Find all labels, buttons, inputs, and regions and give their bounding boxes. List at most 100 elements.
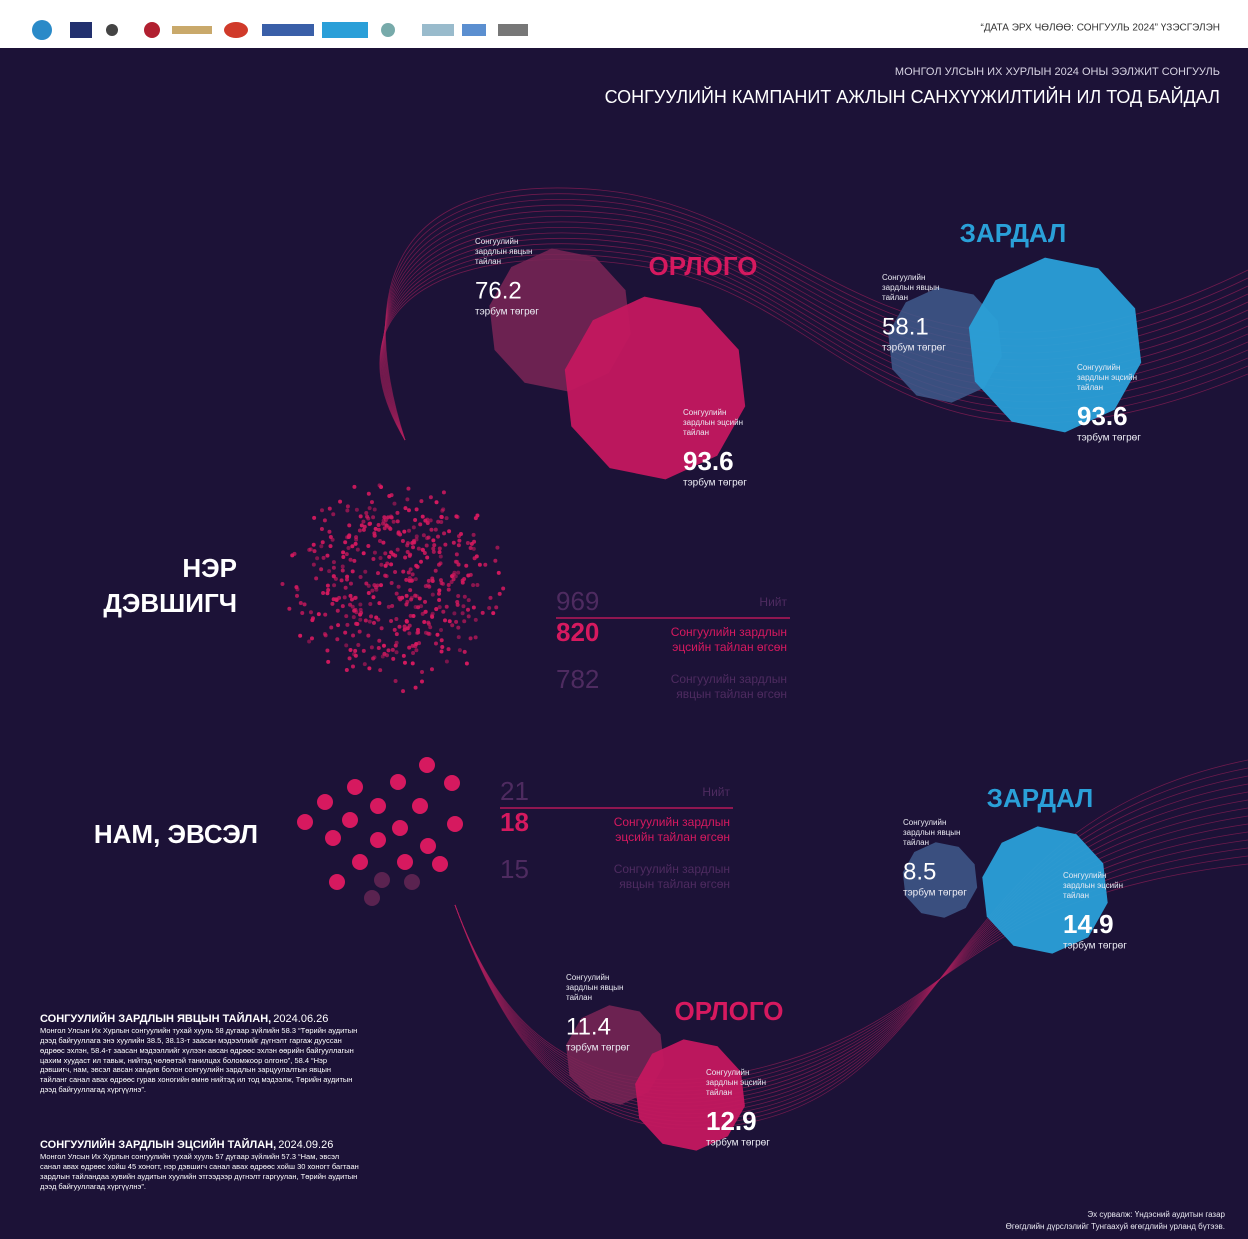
dot	[431, 579, 435, 583]
dot	[416, 565, 420, 569]
dot	[352, 559, 356, 563]
dot	[385, 574, 389, 578]
dot	[467, 598, 471, 602]
label: Сонгуулийн	[706, 1068, 749, 1077]
dot	[332, 560, 336, 564]
dot	[359, 514, 363, 518]
label: Сонгуулийн	[566, 973, 609, 982]
dot	[443, 618, 447, 622]
dot	[340, 578, 344, 582]
dot	[407, 631, 411, 635]
dot	[419, 560, 423, 564]
dot	[419, 757, 435, 773]
dot	[326, 584, 330, 588]
dot	[363, 525, 367, 529]
dot	[396, 532, 400, 536]
dot	[364, 511, 368, 515]
value: 8.5	[903, 858, 936, 885]
count: 820	[556, 617, 599, 647]
logo	[106, 24, 118, 36]
count-label: явцын тайлан өгсөн	[619, 877, 730, 891]
dot	[386, 648, 390, 652]
dot	[300, 611, 304, 615]
dot	[450, 574, 454, 578]
label: зардлын явцын	[566, 983, 623, 992]
dot	[445, 605, 449, 609]
label: тайлан	[566, 993, 592, 1002]
dot	[474, 618, 478, 622]
dot	[488, 596, 492, 600]
dot	[441, 507, 445, 511]
dot	[344, 614, 348, 618]
dot	[377, 646, 381, 650]
dot	[368, 602, 372, 606]
dot	[382, 515, 386, 519]
dot	[366, 634, 370, 638]
dot	[417, 641, 421, 645]
dot	[411, 651, 415, 655]
dot	[383, 526, 387, 530]
dot	[422, 620, 426, 624]
dot	[428, 625, 432, 629]
dot	[475, 554, 479, 558]
dot	[412, 614, 416, 618]
dot	[290, 553, 294, 557]
dot	[402, 530, 406, 534]
note: СОНГУУЛИЙН ЗАРДЛЫН ЭЦСИЙН ТАЙЛАН, 2024.0…	[40, 1138, 360, 1191]
dot	[393, 628, 397, 632]
dot	[421, 548, 425, 552]
dot	[347, 779, 363, 795]
value: 11.4	[566, 1013, 611, 1040]
dot	[450, 623, 454, 627]
dot	[461, 604, 465, 608]
dot	[307, 548, 311, 552]
count-label: Сонгуулийн зардлын	[614, 815, 730, 829]
dot	[470, 542, 474, 546]
dot	[344, 643, 348, 647]
dot	[439, 555, 443, 559]
dot	[348, 603, 352, 607]
dot	[432, 543, 436, 547]
dot	[437, 598, 441, 602]
dot	[351, 634, 355, 638]
dot	[349, 582, 353, 586]
dot	[319, 567, 323, 571]
count-label: Нийт	[759, 595, 787, 609]
dot	[444, 775, 460, 791]
dot	[358, 603, 362, 607]
logo	[70, 22, 92, 38]
dot	[456, 563, 460, 567]
dot	[448, 619, 452, 623]
dot	[382, 652, 386, 656]
dot	[445, 660, 449, 664]
dot	[462, 577, 466, 581]
dot	[412, 525, 416, 529]
count-label: эцсийн тайлан өгсөн	[615, 830, 730, 844]
dot	[411, 545, 415, 549]
dot	[436, 535, 440, 539]
dot	[325, 830, 341, 846]
dot	[436, 520, 440, 524]
dot	[374, 585, 378, 589]
dot	[393, 570, 397, 574]
dot	[298, 634, 302, 638]
dot	[447, 583, 451, 587]
dot	[331, 512, 335, 516]
dot	[352, 609, 356, 613]
dot	[465, 661, 469, 665]
dot	[354, 538, 358, 542]
dot	[370, 500, 374, 504]
dot	[425, 543, 429, 547]
dot	[456, 626, 460, 630]
dot	[394, 617, 398, 621]
dot	[394, 679, 398, 683]
label: тайлан	[1077, 383, 1103, 392]
label: зардлын эцсийн	[706, 1078, 766, 1087]
subtitle: МОНГОЛ УЛСЫН ИХ ХУРЛЫН 2024 ОНЫ ЭЭЛЖИТ С…	[895, 66, 1220, 78]
dot	[469, 636, 473, 640]
dot	[391, 657, 395, 661]
logo	[498, 24, 528, 36]
dot	[403, 506, 407, 510]
dot	[367, 584, 371, 588]
dot	[462, 619, 466, 623]
